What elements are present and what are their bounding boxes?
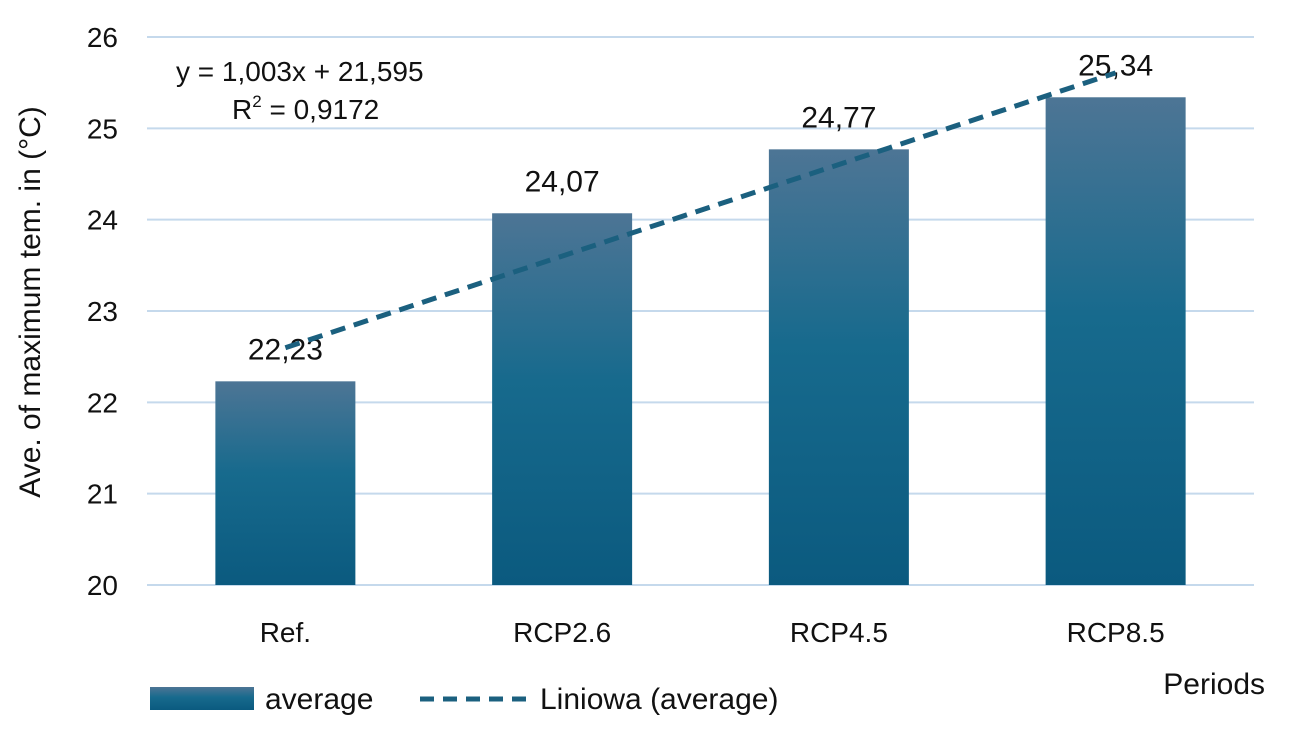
x-axis-ticks: Ref. RCP2.6 RCP4.5 RCP8.5 [260, 617, 1165, 648]
legend: average Liniowa (average) [150, 683, 778, 716]
r2-value: = 0,9172 [262, 94, 380, 125]
y-tick-label: 22 [87, 387, 118, 418]
trendline-equation: y = 1,003x + 21,595 [176, 56, 424, 87]
y-tick-label: 24 [87, 205, 118, 236]
y-tick-label: 23 [87, 296, 118, 327]
legend-label-trendline: Liniowa (average) [540, 683, 778, 716]
bar-rcp8-5 [1045, 97, 1186, 585]
y-axis-ticks: 20 21 22 23 24 25 26 [87, 22, 118, 601]
y-axis-title: Ave. of maximum tem. in (°C) [14, 106, 47, 498]
x-tick-label: Ref. [260, 617, 311, 648]
bars [215, 97, 1186, 586]
x-tick-label: RCP2.6 [513, 617, 611, 648]
trendline-path [284, 70, 1117, 351]
trendline [284, 70, 1117, 351]
r2-prefix: R [232, 94, 252, 125]
bar-ref [215, 381, 356, 585]
trendline-r-squared: R2 = 0,9172 [232, 92, 379, 125]
data-label: 24,07 [525, 165, 600, 198]
y-tick-label: 26 [87, 22, 118, 53]
y-tick-label: 25 [87, 113, 118, 144]
x-axis-title: Periods [1163, 668, 1265, 701]
legend-label-average: average [265, 683, 373, 716]
data-label: 24,77 [801, 101, 876, 134]
legend-swatch-average [150, 687, 254, 710]
y-tick-label: 20 [87, 570, 118, 601]
x-tick-label: RCP4.5 [790, 617, 888, 648]
bar-rcp4-5 [768, 149, 909, 585]
r2-superscript: 2 [252, 92, 261, 111]
x-tick-label: RCP8.5 [1067, 617, 1165, 648]
y-tick-label: 21 [87, 479, 118, 510]
bar-rcp2-6 [492, 213, 633, 586]
data-label: 25,34 [1078, 49, 1153, 82]
